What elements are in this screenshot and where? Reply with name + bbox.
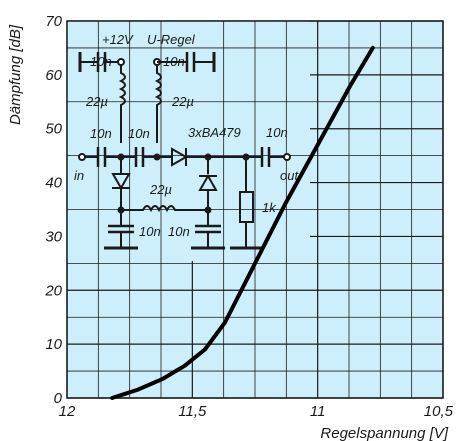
y-tick-label: 40: [45, 175, 62, 192]
circuit-schematic: [78, 52, 291, 250]
y-tick-label: 60: [45, 67, 62, 84]
c7-label: 10n: [168, 224, 190, 239]
l2-label: 22µ: [171, 94, 194, 109]
l3-label: 22µ: [149, 182, 172, 197]
y-tick-label: 10: [45, 336, 62, 353]
input-label: in: [74, 168, 84, 183]
schematic-labels: +12V U-Regel 10n 10n 22µ 22µ 10n 10n 3xB…: [74, 32, 299, 239]
x-tick-label: 12: [59, 403, 76, 420]
control-label: U-Regel: [147, 32, 196, 47]
c4-label: 10n: [128, 126, 150, 141]
y-tick-label: 70: [45, 13, 62, 30]
plot-frame: [66, 20, 444, 399]
c6-label: 10n: [139, 224, 161, 239]
y-tick-label: 50: [45, 121, 62, 138]
x-tick-label: 11: [310, 403, 326, 420]
y-tick-label: 30: [45, 228, 62, 245]
x-tick-label: 10,5: [424, 403, 454, 420]
c3-label: 10n: [90, 126, 112, 141]
x-tick-label: 11,5: [178, 403, 207, 420]
c5-label: 10n: [266, 125, 288, 140]
y-tick-label: 0: [54, 390, 63, 407]
y-axis-ticks: 0 10 20 30 40 50 60 70: [44, 13, 62, 407]
y-axis-label: Dämpfung [dB]: [7, 24, 24, 125]
output-label: out: [280, 168, 299, 183]
l1-label: 22µ: [85, 94, 108, 109]
x-axis-ticks: 12 11,5 11 10,5: [59, 403, 454, 420]
x-axis-label: Regelspannung [V]: [320, 425, 448, 441]
fine-grid: [67, 21, 443, 398]
diodes-label: 3xBA479: [188, 125, 241, 140]
c2-label: 10n: [163, 54, 185, 69]
c1-label: 10n: [90, 54, 112, 69]
y-tick-label: 20: [44, 282, 62, 299]
r1-label: 1k: [262, 200, 277, 215]
attenuation-curve: [110, 45, 375, 400]
supply-label: +12V: [102, 32, 134, 47]
